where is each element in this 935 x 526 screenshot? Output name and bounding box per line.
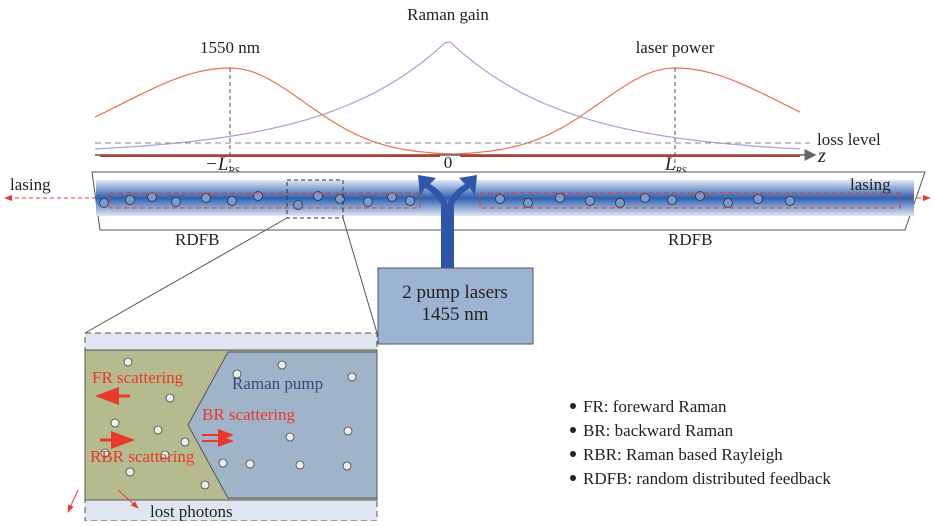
scatterer xyxy=(296,461,304,469)
scatterer xyxy=(641,194,650,203)
lasing-left: lasing xyxy=(10,175,51,194)
scatterer xyxy=(172,198,181,207)
scatterer xyxy=(364,198,373,207)
raman-pump: Raman pump xyxy=(232,374,323,393)
fr-label: FR scattering xyxy=(92,368,184,387)
legend-item: RBR: Raman based Rayleigh xyxy=(583,445,783,464)
scatterer xyxy=(246,460,254,468)
power-curve-left xyxy=(95,68,800,155)
scatterer xyxy=(202,194,211,203)
raman-gain: Raman gain xyxy=(407,5,489,24)
z-label: z xyxy=(817,145,826,167)
scatterer xyxy=(201,481,209,489)
loss-level: loss level xyxy=(817,130,881,149)
power-curve-right xyxy=(95,68,800,155)
scatterer xyxy=(786,197,795,206)
scatterer xyxy=(148,193,157,202)
scatterer xyxy=(100,199,109,208)
scatterer xyxy=(406,197,415,206)
legend: FR: foreward Raman BR: backward Raman RB… xyxy=(570,397,831,488)
curves xyxy=(95,42,800,155)
scatterer xyxy=(286,433,294,441)
rdfb-left: RDFB xyxy=(175,230,219,249)
scatterer xyxy=(219,459,227,467)
scatterer xyxy=(181,438,189,446)
diagram: Raman gain 1550 nm laser power loss leve… xyxy=(0,0,935,521)
legend-item: BR: backward Raman xyxy=(583,421,734,440)
scatterer xyxy=(344,427,352,435)
scatterer xyxy=(166,394,174,402)
scatterer xyxy=(388,193,397,202)
zoom-line xyxy=(343,218,377,333)
scatterer xyxy=(668,196,677,205)
scatterer xyxy=(343,462,351,470)
scatterer xyxy=(586,197,595,206)
scatterer xyxy=(724,199,733,208)
scatterer xyxy=(278,361,286,369)
lost-arrow xyxy=(68,490,78,512)
laser-power: laser power xyxy=(636,38,715,57)
lost-photons: lost photons xyxy=(150,502,233,521)
raman-gain-curve xyxy=(95,42,800,149)
br-label: BR scattering xyxy=(202,405,296,424)
lasing-right: lasing xyxy=(850,175,891,194)
scatterer xyxy=(616,199,625,208)
pump-stem xyxy=(441,205,454,269)
scatterer xyxy=(496,195,505,204)
rdfb-right: RDFB xyxy=(668,230,712,249)
scatterer xyxy=(154,426,162,434)
legend-item: RDFB: random distributed feedback xyxy=(583,469,831,488)
rbr-label: RBR scattering xyxy=(90,447,195,466)
wavelength: 1550 nm xyxy=(200,38,260,57)
pump-line2: 1455 nm xyxy=(421,304,488,325)
pump-line1: 2 pump lasers xyxy=(402,282,508,303)
scatterer xyxy=(348,373,356,381)
origin: 0 xyxy=(444,153,453,172)
scatterer xyxy=(754,195,763,204)
scatterer xyxy=(126,196,135,205)
scatterer xyxy=(556,194,565,203)
scatterer xyxy=(126,468,134,476)
scatterer xyxy=(228,197,237,206)
scatterer xyxy=(124,358,132,366)
scatterer xyxy=(524,199,533,208)
scatterer xyxy=(111,419,119,427)
legend-item: FR: foreward Raman xyxy=(583,397,727,416)
